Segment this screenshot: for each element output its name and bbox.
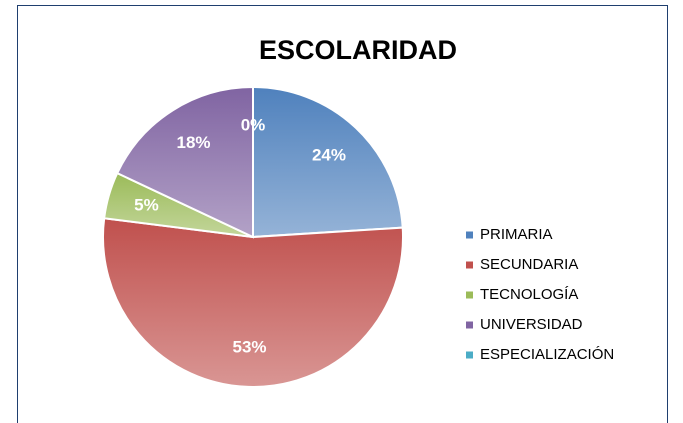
data-label: 53% bbox=[232, 337, 266, 356]
pie-slice bbox=[102, 217, 404, 388]
data-label: 5% bbox=[134, 196, 159, 215]
data-label: 24% bbox=[312, 146, 346, 165]
legend-label: UNIVERSIDAD bbox=[480, 316, 583, 333]
data-label: 0% bbox=[241, 115, 266, 134]
legend-swatch bbox=[466, 321, 473, 329]
chart-title: ESCOLARIDAD bbox=[259, 35, 457, 65]
legend-label: SECUNDARIA bbox=[480, 256, 578, 273]
pie-slice bbox=[115, 85, 254, 239]
legend-label: ESPECIALIZACIÓN bbox=[480, 346, 614, 363]
legend-swatch bbox=[466, 291, 473, 299]
legend-label: PRIMARIA bbox=[480, 226, 553, 243]
data-label: 18% bbox=[177, 133, 211, 152]
legend-swatch bbox=[466, 351, 473, 359]
legend-swatch bbox=[466, 231, 473, 239]
pie-slice bbox=[252, 85, 404, 239]
legend-label: TECNOLOGÍA bbox=[480, 286, 578, 303]
legend-swatch bbox=[466, 261, 473, 269]
